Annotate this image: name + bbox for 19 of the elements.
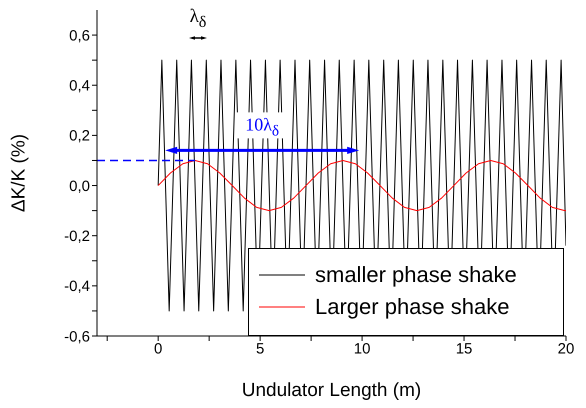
x-tick-label: 10 bbox=[354, 340, 370, 358]
x-tick-label: 5 bbox=[256, 340, 264, 358]
y-tick-label: -0,6 bbox=[64, 328, 90, 346]
line-series bbox=[158, 160, 566, 212]
x-tick-label: 20 bbox=[558, 340, 574, 358]
annotation: λ$_{δ}$ bbox=[190, 6, 206, 31]
y-tick-label: 0,2 bbox=[69, 128, 90, 145]
y-axis-title: ΔK/K (%) bbox=[8, 134, 30, 212]
annotation: 10λ$_{δ}$ bbox=[245, 114, 280, 139]
legend-label: Larger phase shake bbox=[315, 293, 510, 321]
x-tick-label: 15 bbox=[456, 340, 472, 358]
legend-label: smaller phase shake bbox=[315, 261, 517, 289]
y-tick-label: 0,6 bbox=[69, 27, 90, 44]
y-tick-label: -0,4 bbox=[64, 278, 90, 296]
y-tick-label: -0,2 bbox=[64, 228, 90, 246]
x-axis-title: Undulator Length (m) bbox=[242, 380, 422, 401]
x-tick-label: 0 bbox=[154, 340, 162, 358]
y-tick-label: 0,4 bbox=[69, 78, 90, 95]
y-tick-label: 0,0 bbox=[69, 178, 90, 195]
